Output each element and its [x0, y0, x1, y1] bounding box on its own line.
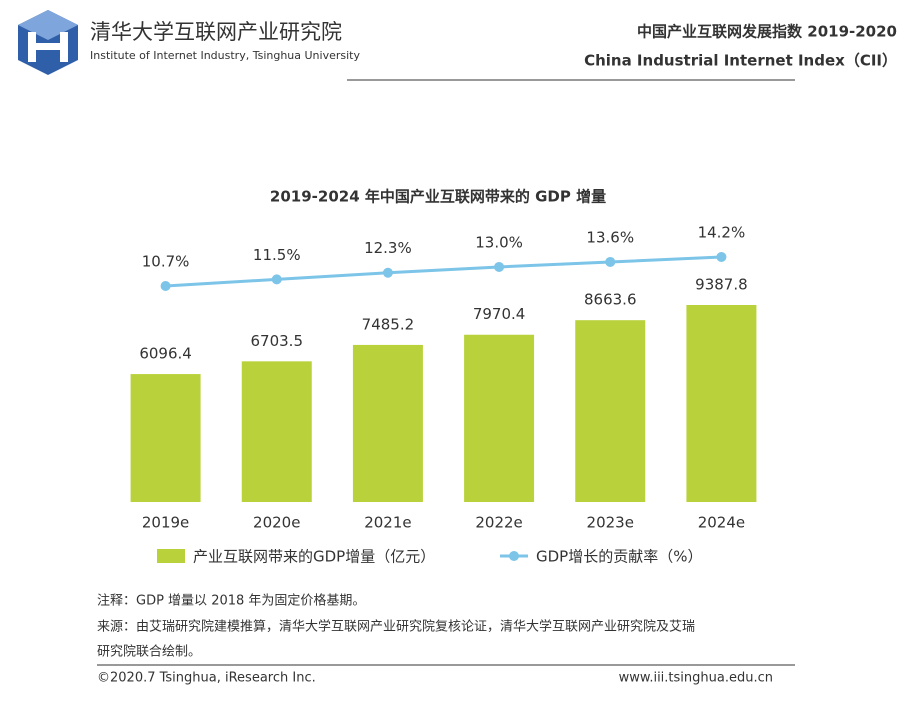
bar — [130, 374, 201, 502]
point-label: 11.5% — [253, 246, 301, 264]
note: 来源：由艾瑞研究院建模推算，清华大学互联网产业研究院复核论证，清华大学互联网产业… — [97, 619, 695, 635]
bar-label: 7970.4 — [473, 305, 526, 323]
x-tick-label: 2020e — [253, 514, 300, 532]
legend-swatch — [509, 551, 519, 561]
bar — [352, 344, 423, 502]
point-label: 13.0% — [475, 233, 523, 251]
point-label: 14.2% — [698, 224, 746, 242]
x-tick-label: 2023e — [587, 514, 634, 532]
bar — [686, 305, 757, 502]
logo — [18, 10, 78, 75]
report-cn: 中国产业互联网发展指数 2019-2020 — [637, 23, 897, 41]
x-tick-label: 2024e — [698, 514, 745, 532]
point — [271, 274, 282, 285]
legend-label: GDP增长的贡献率（%） — [536, 548, 702, 566]
org-en: Institute of Internet Industry, Tsinghua… — [90, 49, 360, 62]
x-tick-label: 2022e — [475, 514, 522, 532]
line — [165, 255, 722, 288]
note: 注释：GDP 增量以 2018 年为固定价格基期。 — [97, 593, 365, 609]
point — [716, 252, 727, 262]
point-label: 10.7% — [142, 253, 190, 271]
chart-title: 2019-2024 年中国产业互联网带来的 GDP 增量 — [270, 188, 606, 206]
bar-label: 9387.8 — [695, 276, 748, 294]
x-tick-label: 2019e — [142, 514, 189, 532]
bar-label: 6703.5 — [251, 332, 304, 350]
point — [605, 256, 616, 267]
note: 研究院联合绘制。 — [97, 645, 201, 660]
point-label: 12.3% — [364, 239, 412, 257]
org-cn: 清华大学互联网产业研究院 — [90, 20, 342, 44]
report-en: China Industrial Internet Index（CII） — [584, 52, 897, 70]
bar — [241, 361, 312, 502]
point — [160, 281, 171, 291]
bar-label: 8663.6 — [584, 291, 637, 309]
bar-label: 7485.2 — [362, 315, 415, 333]
legend-swatch — [157, 549, 185, 563]
legend-label: 产业互联网带来的GDP增量（亿元） — [193, 548, 435, 566]
point — [494, 261, 505, 272]
point — [382, 267, 393, 278]
url: www.iii.tsinghua.edu.cn — [619, 671, 773, 686]
x-tick-label: 2021e — [364, 514, 411, 532]
bar — [575, 320, 646, 502]
bar-label: 6096.4 — [139, 345, 192, 363]
point-label: 13.6% — [586, 228, 634, 246]
copyright: ©2020.7 Tsinghua, iResearch Inc. — [97, 671, 316, 686]
bar — [464, 334, 535, 502]
